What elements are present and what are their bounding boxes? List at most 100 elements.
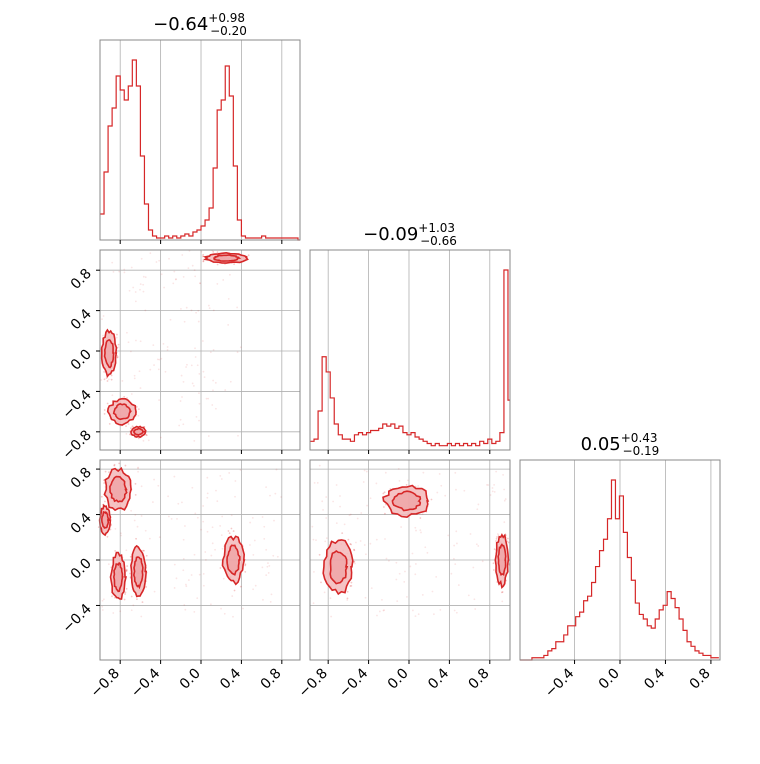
scatter-point xyxy=(383,609,386,612)
y-tick-label: 0.0 xyxy=(68,556,95,583)
scatter-point xyxy=(230,527,233,530)
scatter-point xyxy=(190,309,193,312)
histogram-bin xyxy=(455,443,459,450)
histogram-bin xyxy=(233,166,237,240)
histogram-bin xyxy=(604,539,608,660)
scatter-point xyxy=(424,546,427,549)
scatter-point xyxy=(438,473,441,475)
scatter-point xyxy=(102,315,105,317)
scatter-point xyxy=(239,346,242,349)
scatter-point xyxy=(477,545,480,547)
y-tick-label: −0.8 xyxy=(59,427,94,462)
scatter-point xyxy=(415,529,417,532)
scatter-point xyxy=(131,425,134,428)
scatter-point xyxy=(181,396,183,398)
scatter-point xyxy=(400,526,402,528)
scatter-point xyxy=(239,585,242,588)
scatter-point xyxy=(211,404,214,406)
histogram-bin xyxy=(371,430,375,450)
scatter-point xyxy=(353,549,356,552)
scatter-point xyxy=(397,467,400,470)
histogram-bin xyxy=(427,443,431,450)
scatter-point xyxy=(192,385,195,387)
scatter-point xyxy=(125,570,128,572)
scatter-point xyxy=(124,591,127,594)
scatter-point xyxy=(129,572,131,575)
scatter-point xyxy=(116,356,119,358)
scatter-point xyxy=(173,587,176,589)
scatter-point xyxy=(329,597,332,600)
scatter-point xyxy=(142,283,145,286)
histogram-bin xyxy=(588,596,592,660)
histogram-bin xyxy=(185,234,189,240)
scatter-point xyxy=(202,520,205,523)
scatter-point xyxy=(349,585,352,587)
scatter-point xyxy=(156,358,159,361)
histogram-bin xyxy=(484,443,488,450)
scatter-point xyxy=(109,528,112,531)
scatter-point xyxy=(406,596,408,598)
scatter-point xyxy=(210,554,213,557)
scatter-point xyxy=(493,548,496,551)
scatter-point xyxy=(208,307,211,310)
scatter-point xyxy=(375,538,378,541)
x-tick-label: 0.8 xyxy=(466,666,493,693)
scatter-point xyxy=(503,488,506,491)
scatter-point xyxy=(426,551,429,554)
scatter-point xyxy=(152,344,155,346)
histogram-bin xyxy=(148,230,152,240)
scatter-point xyxy=(495,537,498,540)
scatter-point xyxy=(350,581,353,584)
histogram-bin xyxy=(221,100,225,240)
scatter-point xyxy=(244,563,247,566)
scatter-point xyxy=(322,508,324,511)
histogram-bin xyxy=(100,214,104,240)
scatter-point xyxy=(440,484,443,487)
scatter-point xyxy=(182,275,185,278)
scatter-point xyxy=(234,480,237,482)
scatter-point xyxy=(239,469,242,471)
scatter-point xyxy=(276,555,279,558)
scatter-point xyxy=(125,587,128,590)
scatter-point xyxy=(187,267,190,270)
scatter-point xyxy=(198,419,200,422)
scatter-point xyxy=(212,349,215,351)
scatter-point xyxy=(163,286,165,289)
scatter-point xyxy=(116,356,118,359)
scatter-point xyxy=(126,331,128,334)
scatter-point xyxy=(261,566,264,569)
histogram-bin xyxy=(411,433,415,450)
histogram-bin xyxy=(431,446,435,450)
scatter-point xyxy=(197,320,200,323)
scatter-point xyxy=(130,609,133,612)
histogram-bin xyxy=(338,435,342,450)
scatter-point xyxy=(496,536,498,538)
scatter-point xyxy=(420,531,422,534)
x-tick-label: −0.4 xyxy=(336,665,371,700)
scatter-point xyxy=(266,565,269,568)
scatter-point xyxy=(353,548,355,551)
histogram-bin xyxy=(663,605,667,660)
scatter-point xyxy=(138,370,141,373)
scatter-point xyxy=(381,598,383,601)
scatter-point xyxy=(244,570,247,573)
scatter-point xyxy=(362,481,365,483)
scatter-point xyxy=(354,562,356,565)
scatter-point xyxy=(216,251,219,254)
scatter-point xyxy=(384,471,387,474)
scatter-point xyxy=(142,439,145,442)
scatter-point xyxy=(167,495,169,498)
histogram-bin xyxy=(451,446,455,450)
scatter-point xyxy=(133,374,136,377)
scatter-point xyxy=(107,378,110,381)
scatter-point xyxy=(453,557,455,560)
scatter-point xyxy=(181,254,184,256)
scatter-point xyxy=(349,513,352,516)
scatter-point xyxy=(350,584,353,587)
scatter-point xyxy=(221,515,224,518)
scatter-point xyxy=(117,346,120,349)
scatter-point xyxy=(219,474,222,477)
scatter-point xyxy=(205,397,208,400)
scatter-point xyxy=(477,503,480,506)
scatter-point xyxy=(403,580,406,583)
